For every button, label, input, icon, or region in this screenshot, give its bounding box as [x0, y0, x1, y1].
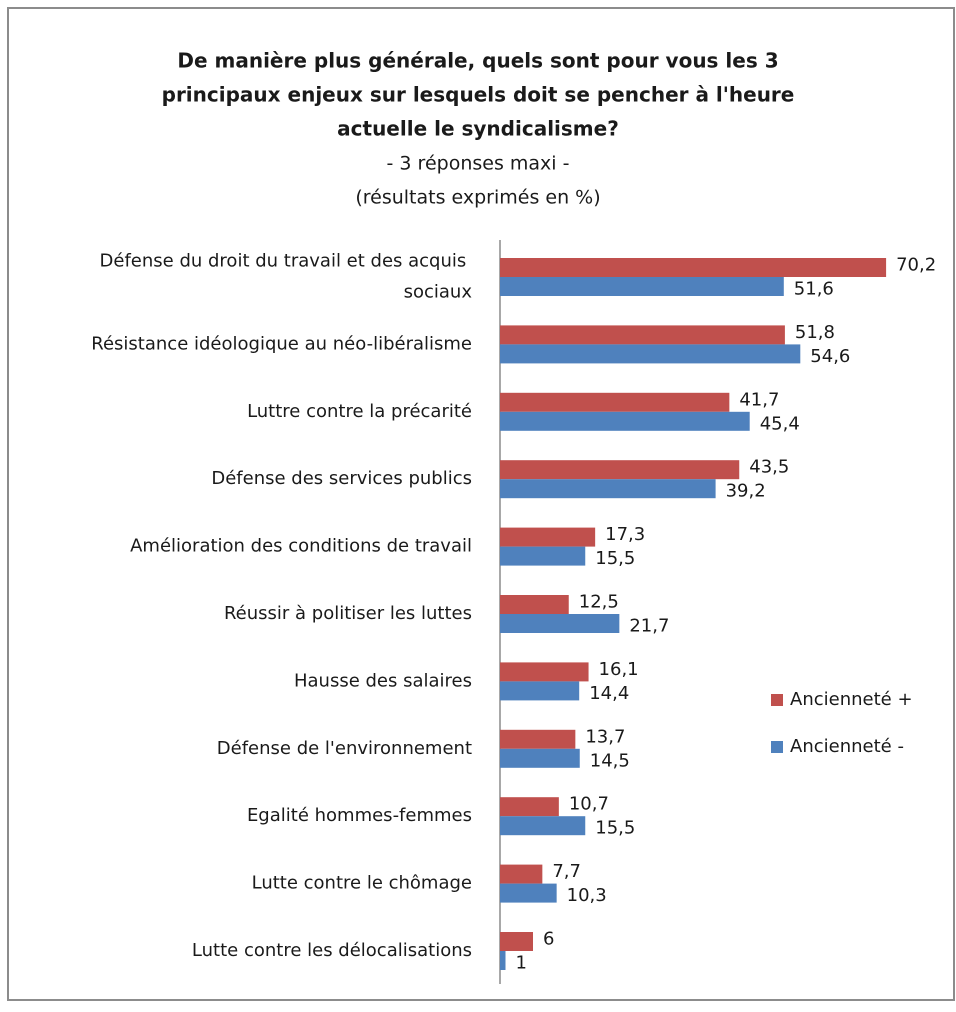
- chart-frame: [7, 7, 955, 1001]
- chart-title: actuelle le syndicalisme?: [337, 117, 619, 141]
- data-label: 17,3: [605, 524, 645, 545]
- bar: [500, 614, 620, 633]
- data-label: 43,5: [749, 457, 789, 478]
- data-label: 6: [543, 929, 554, 950]
- category-label: Résistance idéologique au néo-libéralism…: [91, 333, 472, 354]
- data-label: 15,5: [595, 548, 635, 569]
- bar: [500, 277, 784, 296]
- data-label: 51,6: [794, 279, 834, 300]
- data-label: 14,4: [589, 683, 629, 704]
- bar: [500, 527, 596, 547]
- data-label: 45,4: [760, 413, 800, 434]
- data-label: 16,1: [599, 659, 639, 680]
- data-label: 14,5: [590, 750, 630, 771]
- data-label: 7,7: [552, 861, 581, 882]
- bar: [500, 344, 801, 364]
- data-label: 13,7: [585, 726, 625, 747]
- bar: [500, 797, 559, 817]
- bar: [500, 864, 543, 884]
- bar: [500, 883, 557, 903]
- data-label: 10,7: [569, 794, 609, 815]
- chart-subtitle: (résultats exprimés en %): [355, 187, 600, 209]
- legend-swatch: [771, 741, 783, 753]
- chart-title: principaux enjeux sur lesquels doit se p…: [162, 83, 795, 107]
- chart-subtitle: - 3 réponses maxi -: [387, 153, 570, 175]
- bar: [500, 816, 586, 836]
- bar: [500, 411, 750, 431]
- data-label: 54,6: [810, 346, 850, 367]
- bar: [500, 951, 506, 970]
- category-label: Lutte contre les délocalisations: [192, 940, 472, 961]
- category-label: Hausse des salaires: [294, 670, 472, 691]
- bar: [500, 748, 580, 768]
- bar: [500, 325, 785, 345]
- legend-label: Ancienneté +: [790, 689, 913, 710]
- data-label: 70,2: [896, 255, 936, 276]
- bar: [500, 595, 569, 614]
- bar: [500, 546, 586, 566]
- bar: [500, 392, 730, 412]
- data-label: 51,8: [795, 322, 835, 343]
- data-label: 41,7: [739, 389, 779, 410]
- data-label: 10,3: [567, 885, 607, 906]
- category-label: Défense du droit du travail et des acqui…: [100, 251, 473, 303]
- bar: [500, 681, 580, 701]
- data-label: 15,5: [595, 818, 635, 839]
- chart-title: De manière plus générale, quels sont pou…: [177, 49, 778, 73]
- category-label: Défense des services publics: [211, 468, 472, 489]
- data-label: 39,2: [726, 481, 766, 502]
- bar: [500, 932, 533, 951]
- bar: [500, 479, 716, 499]
- data-label: 12,5: [579, 592, 619, 613]
- bar: [500, 662, 589, 682]
- category-label: Luttre contre la précarité: [247, 401, 472, 422]
- category-label: Amélioration des conditions de travail: [130, 536, 472, 557]
- legend-label: Ancienneté -: [790, 736, 904, 757]
- category-label: Lutte contre le chômage: [252, 873, 472, 894]
- category-label: Réussir à politiser les luttes: [224, 603, 472, 624]
- bar: [500, 460, 740, 480]
- data-label: 1: [516, 953, 527, 974]
- legend-swatch: [771, 694, 783, 706]
- category-label: Egalité hommes-femmes: [247, 805, 472, 826]
- category-label: Défense de l'environnement: [217, 738, 472, 759]
- data-label: 21,7: [629, 616, 669, 637]
- bar: [500, 729, 576, 749]
- bar: [500, 258, 887, 277]
